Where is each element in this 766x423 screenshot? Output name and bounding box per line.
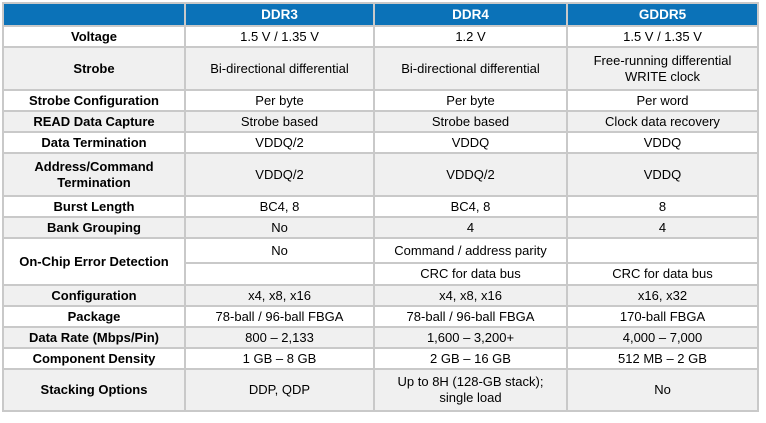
cell: VDDQ/2 xyxy=(184,131,375,154)
cell: 1.5 V / 1.35 V xyxy=(566,25,759,48)
cell: 4 xyxy=(566,216,759,239)
cell: 1 GB – 8 GB xyxy=(184,347,375,370)
cell: 4 xyxy=(373,216,568,239)
row-label-on-chip-error-detection: On-Chip Error Detection xyxy=(2,237,186,286)
cell: VDDQ xyxy=(566,131,759,154)
cell: 4,000 – 7,000 xyxy=(566,326,759,349)
table-row: Voltage 1.5 V / 1.35 V 1.2 V 1.5 V / 1.3… xyxy=(2,25,759,48)
memory-comparison-table: DDR3 DDR4 GDDR5 Voltage 1.5 V / 1.35 V 1… xyxy=(2,2,759,412)
cell: No xyxy=(566,368,759,412)
cell: 512 MB – 2 GB xyxy=(566,347,759,370)
cell: 170-ball FBGA xyxy=(566,305,759,328)
cell: Up to 8H (128-GB stack); single load xyxy=(373,368,568,412)
table-row: Package 78-ball / 96-ball FBGA 78-ball /… xyxy=(2,305,759,328)
cell: x4, x8, x16 xyxy=(184,284,375,307)
table-row: On-Chip Error Detection No Command / add… xyxy=(2,237,759,286)
row-label-data-rate: Data Rate (Mbps/Pin) xyxy=(2,326,186,349)
row-label-read-data-capture: READ Data Capture xyxy=(2,110,186,133)
cell: Strobe based xyxy=(373,110,568,133)
table-row: READ Data Capture Strobe based Strobe ba… xyxy=(2,110,759,133)
cell xyxy=(184,262,375,286)
cell: VDDQ/2 xyxy=(184,152,375,197)
column-header-ddr3: DDR3 xyxy=(184,2,375,27)
cell: Command / address parity xyxy=(373,237,568,264)
cell: Per byte xyxy=(184,89,375,112)
table-row: Bank Grouping No 4 4 xyxy=(2,216,759,239)
column-header-blank xyxy=(2,2,186,27)
cell: 1.2 V xyxy=(373,25,568,48)
row-label-package: Package xyxy=(2,305,186,328)
table-row: Data Rate (Mbps/Pin) 800 – 2,133 1,600 –… xyxy=(2,326,759,349)
table-header-row: DDR3 DDR4 GDDR5 xyxy=(2,2,759,27)
table-row: Data Termination VDDQ/2 VDDQ VDDQ xyxy=(2,131,759,154)
cell: Clock data recovery xyxy=(566,110,759,133)
table-row: Stacking Options DDP, QDP Up to 8H (128-… xyxy=(2,368,759,412)
cell: Per byte xyxy=(373,89,568,112)
cell: No xyxy=(184,216,375,239)
table-row: Burst Length BC4, 8 BC4, 8 8 xyxy=(2,195,759,218)
cell: CRC for data bus xyxy=(373,262,568,286)
row-label-data-termination: Data Termination xyxy=(2,131,186,154)
table-row: CRC for data bus CRC for data bus xyxy=(3,262,759,286)
row-label-configuration: Configuration xyxy=(2,284,186,307)
cell: x4, x8, x16 xyxy=(373,284,568,307)
cell: Per word xyxy=(566,89,759,112)
cell: 78-ball / 96-ball FBGA xyxy=(373,305,568,328)
cell: DDP, QDP xyxy=(184,368,375,412)
column-header-ddr4: DDR4 xyxy=(373,2,568,27)
cell: CRC for data bus xyxy=(566,262,759,286)
row-label-address-command-termination: Address/Command Termination xyxy=(2,152,186,197)
cell: BC4, 8 xyxy=(373,195,568,218)
row-label-strobe-configuration: Strobe Configuration xyxy=(2,89,186,112)
row-label-bank-grouping: Bank Grouping xyxy=(2,216,186,239)
cell: 1.5 V / 1.35 V xyxy=(184,25,375,48)
cell: 1,600 – 3,200+ xyxy=(373,326,568,349)
row-label-strobe: Strobe xyxy=(2,46,186,91)
row-label-component-density: Component Density xyxy=(2,347,186,370)
cell: BC4, 8 xyxy=(184,195,375,218)
row-label-stacking-options: Stacking Options xyxy=(2,368,186,412)
table-row: Strobe Configuration Per byte Per byte P… xyxy=(2,89,759,112)
cell: VDDQ/2 xyxy=(373,152,568,197)
table-row: Configuration x4, x8, x16 x4, x8, x16 x1… xyxy=(2,284,759,307)
table-row: Strobe Bi-directional differential Bi-di… xyxy=(2,46,759,91)
table-row: Address/Command Termination VDDQ/2 VDDQ/… xyxy=(2,152,759,197)
cell: x16, x32 xyxy=(566,284,759,307)
column-header-gddr5: GDDR5 xyxy=(566,2,759,27)
cell: 2 GB – 16 GB xyxy=(373,347,568,370)
cell: No xyxy=(184,237,375,264)
cell: Free-running differential WRITE clock xyxy=(566,46,759,91)
cell xyxy=(566,237,759,264)
cell: VDDQ xyxy=(373,131,568,154)
cell: Bi-directional differential xyxy=(184,46,375,91)
cell: Bi-directional differential xyxy=(373,46,568,91)
cell: 800 – 2,133 xyxy=(184,326,375,349)
row-label-burst-length: Burst Length xyxy=(2,195,186,218)
cell: 78-ball / 96-ball FBGA xyxy=(184,305,375,328)
table-row: Component Density 1 GB – 8 GB 2 GB – 16 … xyxy=(2,347,759,370)
row-label-voltage: Voltage xyxy=(2,25,186,48)
cell: Strobe based xyxy=(184,110,375,133)
cell: 8 xyxy=(566,195,759,218)
cell: VDDQ xyxy=(566,152,759,197)
